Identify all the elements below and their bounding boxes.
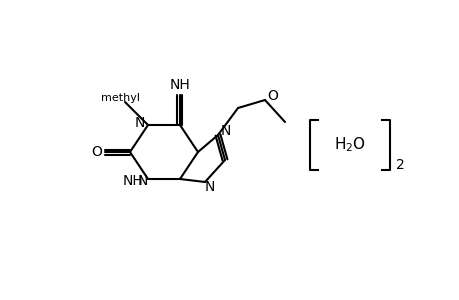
Text: N: N: [220, 124, 231, 138]
Text: 2: 2: [395, 158, 404, 172]
Text: O: O: [91, 145, 102, 159]
Text: H$_2$O: H$_2$O: [333, 136, 365, 154]
Text: N: N: [138, 174, 148, 188]
Text: NH: NH: [169, 78, 190, 92]
Text: N: N: [204, 180, 215, 194]
Text: N: N: [134, 116, 145, 130]
Text: methyl: methyl: [101, 93, 140, 103]
Text: O: O: [267, 89, 278, 103]
Text: NH: NH: [122, 174, 143, 188]
